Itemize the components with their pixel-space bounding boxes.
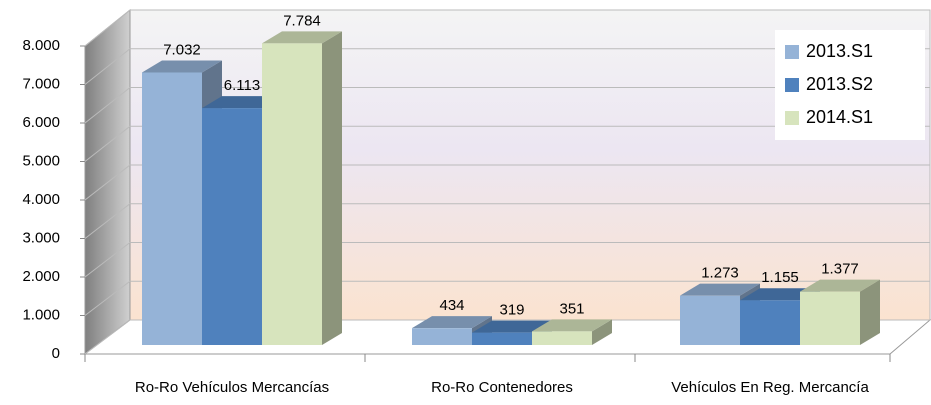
legend-label: 2013.S1 [806,41,873,61]
grid-line [84,48,930,85]
y-tick-label: 5.000 [22,152,60,169]
y-tick-label: 6.000 [22,114,60,131]
legend [775,30,925,140]
bar [740,300,800,345]
grid-line [84,280,930,316]
data-label: 6.113 [224,77,260,94]
y-tick-label: 8.000 [22,37,60,54]
grid: 0 1.000 2.000 3.000 4.000 5.000 6.000 7.000 8.00… [22,9,930,362]
legend-items: 2013.S1 2013.S2 2014.S1 [785,41,873,127]
bar-top [412,316,492,329]
data-label: 7.784 [283,12,321,29]
bar [412,328,472,345]
bar-top [472,320,552,333]
bar-side [592,319,612,345]
bar-side [860,279,880,345]
bar-side [322,31,342,346]
grid-line [84,242,930,278]
y-tick-label: 7.000 [22,75,60,92]
grid-line [84,164,930,201]
x-tick-label: Ro-Ro Vehículos Mercancías [135,379,329,396]
y-tick-label: 2.000 [22,268,60,285]
legend-swatch [785,45,799,59]
bar [472,332,532,345]
bar [262,43,322,346]
bar-top [532,319,612,332]
data-label: 1.377 [821,261,859,278]
bars: 7.032 6.113 7.784 434 319 351 1.273 1.155 1.377 [142,12,880,346]
bar-top [262,31,342,44]
y-tick-label: 0 [52,345,60,362]
data-label: 434 [439,297,464,314]
y-tick-label: 1.000 [22,306,60,323]
grid-line [84,87,930,124]
bar [800,291,860,345]
legend-swatch [785,111,799,125]
bar [142,72,202,345]
x-tick-label: Vehículos En Reg. Mercancía [671,379,869,396]
bar-top [800,279,880,292]
legend-label: 2014.S1 [806,107,873,127]
y-tick-label: 4.000 [22,191,60,208]
data-label: 319 [499,302,524,319]
grid-line [84,9,930,47]
grid-line [84,125,930,162]
legend-label: 2013.S2 [806,74,873,94]
x-tick-label: Ro-Ro Contenedores [431,379,573,396]
bar [680,295,740,345]
bar [532,331,592,345]
grid-line [84,319,930,355]
legend-swatch [785,78,799,92]
data-label: 1.155 [761,269,799,286]
data-label: 7.032 [163,41,201,58]
bar [202,108,262,345]
bar-top [142,60,222,73]
grid-line [84,203,930,239]
y-tick-label: 3.000 [22,229,60,246]
data-label: 351 [559,300,584,317]
bar-top [680,283,760,296]
data-label: 1.273 [701,265,739,282]
